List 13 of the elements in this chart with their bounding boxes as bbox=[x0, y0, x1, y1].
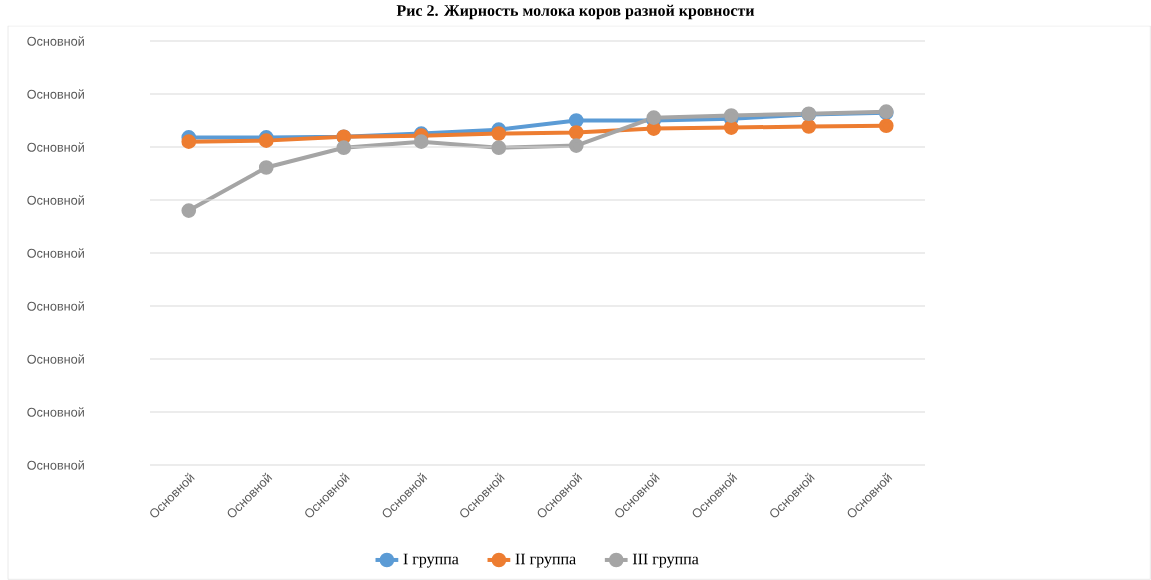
text: Основной bbox=[27, 36, 84, 46]
text: Основной bbox=[27, 407, 84, 417]
legend-label: I группа bbox=[403, 553, 459, 568]
chart-title: Рис 2. Жирность молока коров разной кровности bbox=[396, 4, 755, 20]
legend-label: II группа bbox=[515, 553, 576, 568]
legend-label: III группа bbox=[632, 553, 699, 568]
text: Основной bbox=[27, 354, 84, 364]
text: Основной bbox=[27, 301, 84, 311]
text: Основной bbox=[27, 142, 84, 152]
text: Основной bbox=[27, 460, 84, 470]
text: Основной bbox=[27, 248, 84, 258]
text: Основной bbox=[27, 89, 84, 99]
text: Основной bbox=[27, 195, 84, 205]
